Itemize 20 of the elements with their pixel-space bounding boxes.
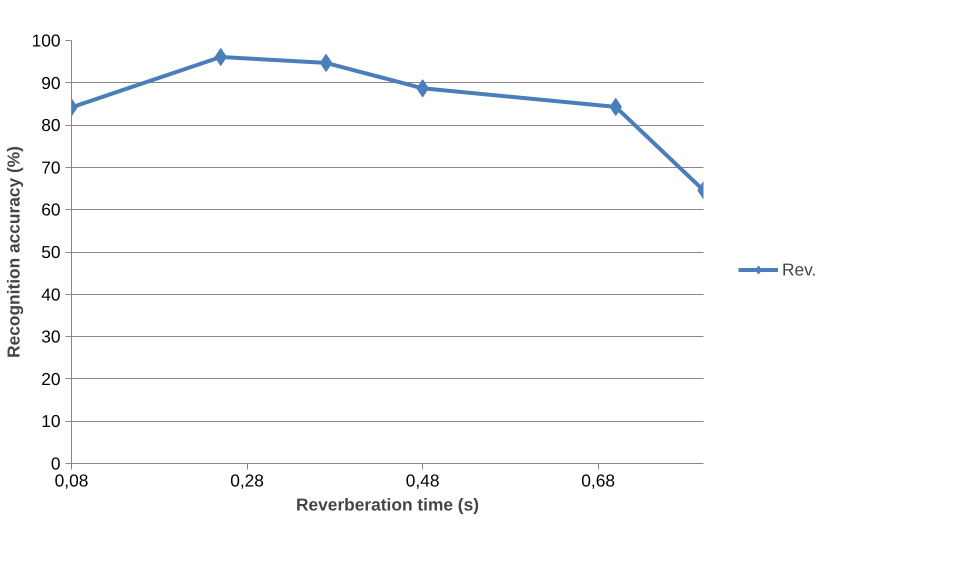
y-tick-label: 20 xyxy=(41,368,61,389)
y-tick-label: 60 xyxy=(41,200,61,220)
y-tick-label: 10 xyxy=(41,411,61,432)
y-tick-label: 80 xyxy=(41,115,61,136)
point xyxy=(416,79,429,98)
y-tick-label: 100 xyxy=(32,30,61,50)
y-tick-label: 30 xyxy=(41,326,61,347)
y-tick-label: 40 xyxy=(41,284,61,304)
y-tick-label: 0 xyxy=(50,454,61,474)
x-axis-title: Reverberation time (s) xyxy=(296,494,479,514)
y-tick-label: 90 xyxy=(41,72,61,93)
y-axis-title: Recognition accuracy (%) xyxy=(4,146,24,358)
x-tick-label: 0,68 xyxy=(581,470,616,490)
y-tick-label: 50 xyxy=(41,242,61,262)
y-tick-label: 70 xyxy=(41,157,61,178)
x-tick-label: 0,48 xyxy=(406,470,440,490)
x-tick-label: 0,28 xyxy=(230,470,264,490)
x-tick-label: 0,08 xyxy=(54,470,88,490)
point xyxy=(320,54,332,72)
legend-label: Rev. xyxy=(782,259,816,280)
